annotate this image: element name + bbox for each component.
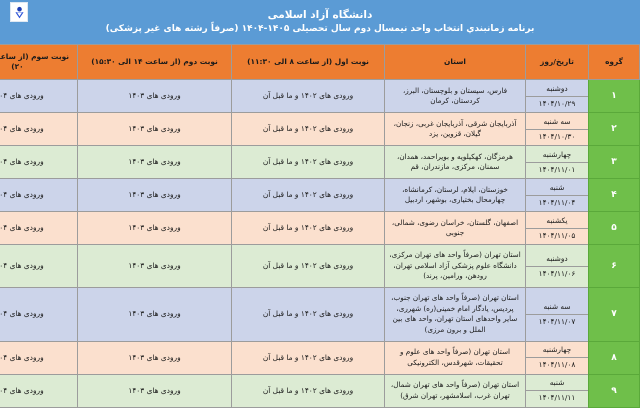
cell-session1: ورودی های ۱۴۰۲ و ما قبل آن [231, 112, 385, 147]
cell-group: ۵ [588, 211, 640, 246]
cell-province: خوزستان، ایلام، لرستان، کرمانشاه، چهارمح… [384, 178, 526, 213]
cell-day: شنبه [526, 181, 588, 196]
cell-province: استان تهران (صرفاً واحد های علوم و تحقیق… [384, 340, 526, 375]
page-banner: دانشگاه آزاد اسلامی برنامه زمانبندي انتخ… [0, 0, 640, 44]
cell-group: ۷ [588, 286, 640, 342]
cell-session1: ورودی های ۱۴۰۲ و ما قبل آن [231, 145, 385, 180]
table-row: ۲ سه شنبه ۱۴۰۴/۱۰/۳۰ آذربایجان شرقی، آذربای… [0, 112, 640, 147]
cell-session3: ورودی های ۱۴۰۴ [0, 373, 78, 408]
cell-session3: ورودی های ۱۴۰۴ [0, 244, 78, 288]
cell-session2: ورودی های ۱۴۰۳ [77, 145, 232, 180]
cell-group: ۸ [588, 340, 640, 375]
column-header-group: گروه [588, 44, 640, 80]
cell-group: ۹ [588, 373, 640, 408]
cell-session2: ورودی های ۱۴۰۳ [77, 244, 232, 288]
table-body: ۱ دوشنبه ۱۴۰۴/۱۰/۲۹ فارس، سیستان و بلوچستان… [0, 78, 640, 408]
cell-session3: ورودی های ۱۴۰۴ [0, 286, 78, 342]
cell-session3: ورودی های ۱۴۰۴ [0, 112, 78, 147]
cell-session3: ورودی های ۱۴۰۴ [0, 340, 78, 375]
column-header-date: تاریخ/روز [525, 44, 589, 80]
cell-province: اصفهان، گلستان، خراسان رضوی، شمالی، جنوب… [384, 211, 526, 246]
cell-session3: ورودی های ۱۴۰۴ [0, 211, 78, 246]
column-header-session2: نوبت دوم (از ساعت ۱۴ الی ۱۵:۳۰) [77, 44, 232, 80]
cell-day: دوشنبه [526, 252, 588, 267]
cell-session2: ورودی های ۱۴۰۳ [77, 78, 232, 114]
cell-date: چهارشنبه ۱۴۰۴/۱۱/۰۱ [525, 145, 589, 180]
cell-group: ۱ [588, 78, 640, 114]
cell-session2: ورودی های ۱۴۰۳ [77, 178, 232, 213]
cell-session1: ورودی های ۱۴۰۲ و ما قبل آن [231, 78, 385, 114]
cell-session2: ورودی های ۱۴۰۳ [77, 340, 232, 375]
cell-session3: ورودی های ۱۴۰۴ [0, 145, 78, 180]
cell-day: دوشنبه [526, 82, 588, 97]
cell-date-number: ۱۴۰۴/۱۱/۰۷ [538, 316, 576, 326]
cell-day: سه شنبه [526, 300, 588, 315]
cell-date-number: ۱۴۰۴/۱۱/۰۵ [538, 230, 576, 240]
cell-province: هرمزگان، کهکیلویه و بویراحمد، همدان، سمن… [384, 145, 526, 180]
table-row: ۸ چهارشنبه ۱۴۰۴/۱۱/۰۸ استان تهران (صرفاً وا… [0, 340, 640, 375]
cell-date: شنبه ۱۴۰۴/۱۱/۱۱ [525, 373, 589, 408]
cell-group: ۳ [588, 145, 640, 180]
cell-session2: ورودی های ۱۴۰۳ [77, 211, 232, 246]
cell-day: سه شنبه [526, 115, 588, 130]
cell-date-number: ۱۴۰۴/۱۱/۰۶ [538, 268, 576, 278]
cell-group: ۲ [588, 112, 640, 147]
table-header: گروه تاریخ/روز استان نوبت اول (از ساعت ۸… [0, 44, 640, 80]
cell-day: چهارشنبه [526, 148, 588, 163]
cell-date-number: ۱۴۰۴/۱۰/۲۹ [538, 98, 576, 108]
table-row: ۷ سه شنبه ۱۴۰۴/۱۱/۰۷ استان تهران (صرفاً واح… [0, 286, 640, 342]
cell-date: سه شنبه ۱۴۰۴/۱۰/۳۰ [525, 112, 589, 147]
cell-date-number: ۱۴۰۴/۱۱/۰۴ [538, 197, 576, 207]
cell-group: ۴ [588, 178, 640, 213]
cell-date: شنبه ۱۴۰۴/۱۱/۰۴ [525, 178, 589, 213]
cell-province: استان تهران (صرفاً واحد های تهران جنوب، … [384, 286, 526, 342]
cell-session1: ورودی های ۱۴۰۲ و ما قبل آن [231, 211, 385, 246]
cell-session1: ورودی های ۱۴۰۲ و ما قبل آن [231, 286, 385, 342]
cell-day: شنبه [526, 376, 588, 392]
cell-province: آذربایجان شرقی، آذربایجان غربی، زنجان، گ… [384, 112, 526, 147]
cell-session2: ورودی های ۱۴۰۳ [77, 373, 232, 408]
cell-session2: ورودی های ۱۴۰۳ [77, 286, 232, 342]
table-row: ۴ شنبه ۱۴۰۴/۱۱/۰۴ خوزستان، ایلام، لرستان، ک… [0, 178, 640, 213]
cell-date: یکشنبه ۱۴۰۴/۱۱/۰۵ [525, 211, 589, 246]
cell-province: استان تهران (صرفاً واحد های تهران مرکزی،… [384, 244, 526, 288]
table-row: ۳ چهارشنبه ۱۴۰۴/۱۱/۰۱ هرمزگان، کهکیلویه و ب… [0, 145, 640, 180]
table-row: ۱ دوشنبه ۱۴۰۴/۱۰/۲۹ فارس، سیستان و بلوچستان… [0, 78, 640, 114]
column-header-session3: نوبت سوم (از ساعت ۱۶ الی ۲۰) [0, 44, 78, 80]
cell-group: ۶ [588, 244, 640, 288]
cell-session3: ورودی های ۱۴۰۴ [0, 78, 78, 114]
column-header-province: استان [384, 44, 526, 80]
azad-university-logo-icon [10, 2, 28, 22]
table-header-row: گروه تاریخ/روز استان نوبت اول (از ساعت ۸… [0, 44, 640, 80]
schedule-table: گروه تاریخ/روز استان نوبت اول (از ساعت ۸… [0, 44, 640, 408]
cell-date: دوشنبه ۱۴۰۴/۱۱/۰۶ [525, 244, 589, 288]
cell-day: یکشنبه [526, 214, 588, 229]
cell-session1: ورودی های ۱۴۰۲ و ما قبل آن [231, 340, 385, 375]
page-subtitle: برنامه زمانبندي انتخاب واحد نيمسال دوم س… [105, 24, 535, 34]
column-header-session1: نوبت اول (از ساعت ۸ الی ۱۱:۳۰) [231, 44, 385, 80]
cell-date: چهارشنبه ۱۴۰۴/۱۱/۰۸ [525, 340, 589, 375]
table-row: ۵ یکشنبه ۱۴۰۴/۱۱/۰۵ اصفهان، گلستان، خراسان … [0, 211, 640, 246]
table-row: ۶ دوشنبه ۱۴۰۴/۱۱/۰۶ استان تهران (صرفاً واحد… [0, 244, 640, 288]
cell-date-number: ۱۴۰۴/۱۱/۰۱ [538, 164, 576, 174]
cell-province: استان تهران (صرفاً واحد های تهران شمال، … [384, 373, 526, 408]
cell-date-number: ۱۴۰۴/۱۰/۳۰ [538, 131, 576, 141]
cell-day: چهارشنبه [526, 343, 588, 359]
page-title: دانشگاه آزاد اسلامی [267, 9, 373, 21]
cell-session1: ورودی های ۱۴۰۲ و ما قبل آن [231, 373, 385, 408]
cell-date: دوشنبه ۱۴۰۴/۱۰/۲۹ [525, 78, 589, 114]
table-row: ۹ شنبه ۱۴۰۴/۱۱/۱۱ استان تهران (صرفاً واحد ه… [0, 373, 640, 408]
cell-session3: ورودی های ۱۴۰۴ [0, 178, 78, 213]
cell-date-number: ۱۴۰۴/۱۱/۰۸ [538, 360, 576, 370]
cell-date: سه شنبه ۱۴۰۴/۱۱/۰۷ [525, 286, 589, 342]
cell-province: فارس، سیستان و بلوچستان، البرز، کردستان،… [384, 78, 526, 114]
cell-session1: ورودی های ۱۴۰۲ و ما قبل آن [231, 244, 385, 288]
cell-date-number: ۱۴۰۴/۱۱/۱۱ [538, 393, 576, 403]
cell-session1: ورودی های ۱۴۰۲ و ما قبل آن [231, 178, 385, 213]
cell-session2: ورودی های ۱۴۰۳ [77, 112, 232, 147]
